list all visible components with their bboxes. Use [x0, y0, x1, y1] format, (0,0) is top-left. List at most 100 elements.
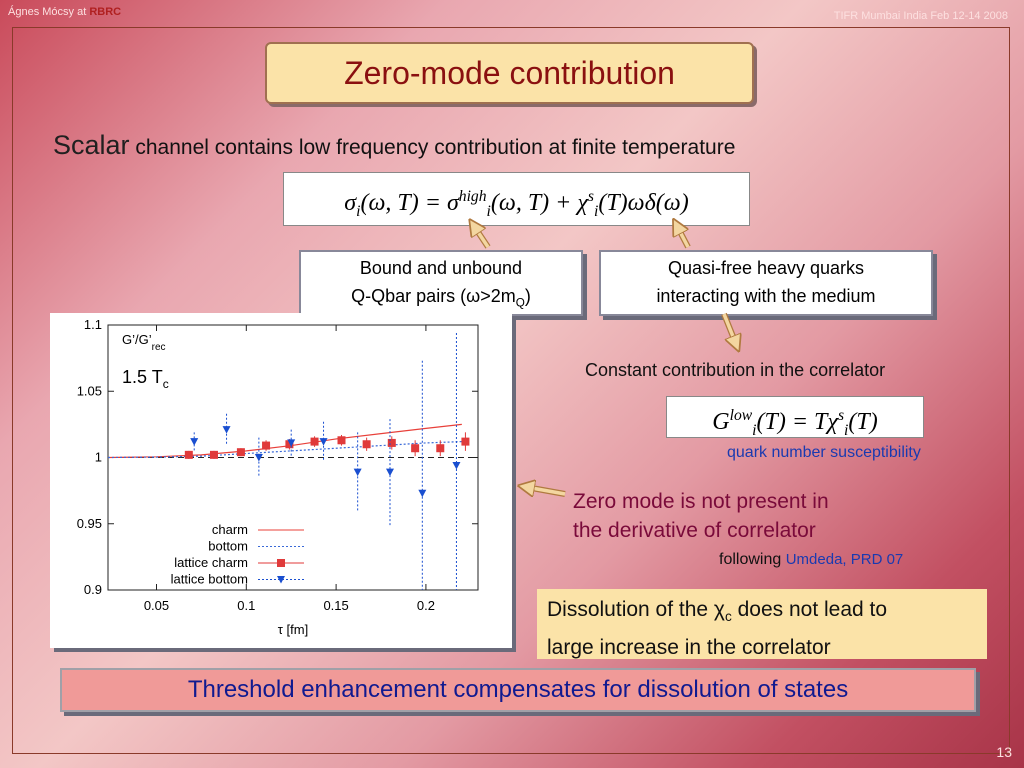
x-tick-label: 0.1: [237, 598, 255, 613]
reference: following Umdeda, PRD 07: [719, 551, 903, 569]
slide-title: Zero-mode contribution: [265, 42, 754, 104]
x-tick-label: 0.15: [323, 598, 348, 613]
text: Q-Qbar pairs (ω>2mQ): [301, 282, 581, 318]
point: [310, 437, 319, 446]
text: Quasi-free heavy quarks: [667, 258, 865, 278]
f: i: [593, 202, 599, 220]
intro: Scalar channel contains low frequency co…: [53, 130, 735, 161]
text: large increase in the correlator: [547, 636, 831, 660]
constant-note: Constant contribution in the correlator: [585, 360, 886, 380]
text: Zero mode is not present in: [573, 490, 829, 513]
text: interacting with the medium: [656, 286, 876, 306]
f: (T)ωδ(ω): [598, 190, 689, 216]
point: [411, 444, 420, 453]
point: [285, 440, 294, 449]
point: [184, 450, 193, 459]
text: Bound and unbound: [359, 258, 523, 278]
arrow: [677, 226, 690, 248]
point: [461, 437, 470, 446]
frame: [12, 27, 1010, 754]
banner: Threshold enhancement compensates for di…: [60, 668, 976, 712]
f: i: [356, 202, 361, 220]
legend-label: lattice bottom: [171, 572, 248, 587]
formula-2: Glowi(T) = Tχsi(T): [666, 396, 924, 439]
author: Ágnes Mócsy: [8, 6, 75, 18]
point: [254, 454, 263, 462]
f: (T): [848, 409, 878, 435]
box-bound: Bound and unbound Q-Qbar pairs (ω>2mQ): [299, 250, 583, 316]
point: [362, 440, 371, 449]
arrow-group: [474, 226, 736, 494]
point: [452, 461, 461, 470]
point: [387, 438, 396, 447]
text: Dissolution of the χc does not lead to: [547, 594, 987, 632]
f: i: [486, 202, 491, 220]
point: [353, 468, 362, 477]
arrow: [722, 313, 736, 344]
f: low: [729, 407, 753, 424]
point: [209, 450, 218, 459]
text: Q: [515, 296, 525, 310]
point: [418, 489, 427, 498]
f: i: [844, 421, 849, 439]
susceptibility: quark number susceptibility: [727, 444, 921, 461]
point: [277, 559, 285, 567]
x-axis-label: τ [fm]: [278, 622, 308, 637]
x-tick-label: 0.05: [144, 598, 169, 613]
header-author: Ágnes Mócsy at RBRC: [8, 6, 121, 18]
y-tick-label: 1.05: [77, 383, 102, 398]
text: does not lead to: [731, 598, 888, 621]
cite: Umdeda, PRD 07: [785, 551, 904, 568]
f: (ω, T) = σ: [360, 190, 459, 216]
point: [236, 448, 245, 457]
zero-mode: Zero mode is not present in the derivativ…: [573, 487, 829, 545]
point: [436, 444, 445, 453]
page-number: 13: [996, 744, 1012, 760]
point: [277, 576, 285, 584]
point: [262, 441, 271, 450]
y-tick-label: 0.9: [84, 582, 102, 597]
header-event: TIFR Mumbai India Feb 12-14 2008: [833, 10, 1008, 22]
box-free: Quasi-free heavy quarks interacting with …: [599, 250, 933, 316]
legend-label: bottom: [208, 539, 248, 554]
f: (T) = Tχ: [756, 409, 838, 435]
f: s: [837, 407, 845, 424]
point: [385, 468, 394, 477]
text: following: [719, 551, 782, 568]
y-tick-label: 0.95: [77, 516, 102, 531]
org: RBRC: [89, 6, 122, 18]
text: ): [524, 286, 531, 306]
box-dissolution: Dissolution of the χc does not lead to la…: [537, 589, 987, 659]
text: the derivative of correlator: [573, 519, 816, 542]
point: [287, 439, 296, 447]
arrow: [526, 487, 566, 494]
point: [222, 426, 231, 434]
at: at: [77, 6, 87, 18]
annotation-sub: c: [163, 377, 169, 391]
y-axis-label: G’/G’: [122, 332, 152, 347]
f: high: [458, 188, 487, 205]
arrow: [474, 226, 490, 248]
point: [190, 438, 199, 446]
chart: 0.9 0.95 1 1.05 1.1 0.05 0.1 0.15 0.2 τ [fm] G’/G’…: [50, 313, 512, 648]
text: c: [724, 609, 732, 625]
intro-text: channel contains low frequency contribut…: [135, 136, 736, 159]
f: i: [752, 421, 757, 439]
point: [319, 438, 328, 446]
arrow-group: [471, 224, 739, 497]
f: (ω, T) + χ: [490, 190, 588, 216]
legend-label: charm: [212, 522, 248, 537]
point: [337, 436, 346, 445]
text: Dissolution of the χ: [547, 598, 725, 621]
y-tick-label: 1: [95, 450, 102, 465]
f: s: [587, 188, 594, 205]
y-axis-label-sub: rec: [152, 342, 166, 353]
f: σ: [344, 190, 357, 216]
x-tick-label: 0.2: [417, 598, 435, 613]
f: G: [712, 409, 730, 435]
intro-lead: Scalar: [53, 130, 130, 160]
legend-label: lattice charm: [174, 555, 248, 570]
annotation: 1.5 T: [122, 367, 163, 387]
